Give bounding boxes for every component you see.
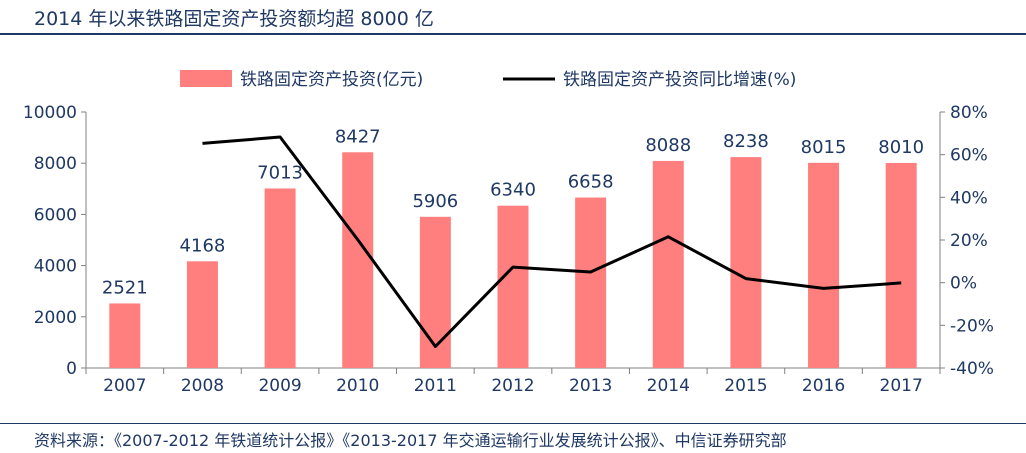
growth-line <box>202 135 902 348</box>
bar-series <box>109 152 917 368</box>
bar <box>652 160 684 368</box>
bar <box>109 303 141 368</box>
bar <box>730 157 762 368</box>
x-tick-label: 2012 <box>491 376 534 396</box>
y-right-tick-label: 20% <box>950 231 988 251</box>
legend-line-label: 铁路固定资产投资同比增速(%) <box>563 70 796 90</box>
bar-data-label: 6340 <box>490 180 536 201</box>
line-series <box>202 135 902 348</box>
source-divider <box>0 423 1026 424</box>
bar <box>885 162 917 368</box>
y-right-tick-label: 0% <box>950 274 977 294</box>
bar <box>342 152 374 368</box>
axes: 0 2000 4000 6000 8000 10000 -40% -20% 0% 20% 40% 60… <box>23 103 994 396</box>
x-tick-label: 2011 <box>414 376 457 396</box>
bar-data-label: 7013 <box>257 162 303 183</box>
x-tick-label: 2016 <box>802 376 845 396</box>
bar-data-label: 5906 <box>412 191 458 212</box>
y-right-tick-label: 40% <box>950 188 988 208</box>
bar-data-label: 8010 <box>878 137 924 158</box>
y-left-tick-label: 6000 <box>34 205 77 225</box>
x-tick-label: 2008 <box>181 376 224 396</box>
bar-data-label: 4168 <box>180 235 226 256</box>
x-tick-label: 2015 <box>724 376 767 396</box>
chart-title: 2014 年以来铁路固定资产投资额均超 8000 亿 <box>34 8 434 30</box>
x-tick-label: 2009 <box>258 376 301 396</box>
y-right-tick-label: -20% <box>950 316 994 336</box>
y-left-tick-label: 4000 <box>34 257 77 277</box>
y-left-tick-label: 8000 <box>34 154 77 174</box>
bar-data-label: 2521 <box>102 277 148 298</box>
bar <box>419 216 451 368</box>
y-left-tick-label: 10000 <box>23 103 77 123</box>
x-tick-label: 2017 <box>880 376 923 396</box>
bar <box>808 162 840 368</box>
legend: 铁路固定资产投资(亿元) 铁路固定资产投资同比增速(%) <box>180 70 796 90</box>
combo-chart: 铁路固定资产投资(亿元) 铁路固定资产投资同比增速(%) 0 2000 4000 600… <box>23 70 994 396</box>
y-right-tick-label: 60% <box>950 146 988 166</box>
y-right-tick-label: 80% <box>950 103 988 123</box>
legend-bar-label: 铁路固定资产投资(亿元) <box>240 70 423 90</box>
x-tick-label: 2014 <box>647 376 690 396</box>
bar-data-label: 6658 <box>568 172 614 193</box>
y-right-tick-label: -40% <box>950 359 994 379</box>
x-tick-label: 2010 <box>336 376 379 396</box>
y-left-tick-label: 2000 <box>34 308 77 328</box>
bar-data-label: 8238 <box>723 131 769 152</box>
y-left-tick-label: 0 <box>66 359 77 379</box>
x-tick-label: 2007 <box>103 376 146 396</box>
bar <box>575 197 607 368</box>
bar-data-label: 8088 <box>645 135 691 156</box>
title-divider <box>0 33 1026 35</box>
bar <box>497 205 529 368</box>
source-note: 资料来源：《2007-2012 年铁道统计公报》《2013-2017 年交通运输… <box>34 431 787 450</box>
bar-data-label: 8015 <box>801 137 847 158</box>
legend-bar-swatch <box>180 70 232 87</box>
bar <box>186 261 218 368</box>
bar-data-label: 8427 <box>335 126 381 147</box>
bar-data-labels: 2521 4168 7013 8427 5906 6340 6658 8088 8238 8015… <box>102 126 924 298</box>
bar <box>264 188 296 368</box>
x-tick-label: 2013 <box>569 376 612 396</box>
